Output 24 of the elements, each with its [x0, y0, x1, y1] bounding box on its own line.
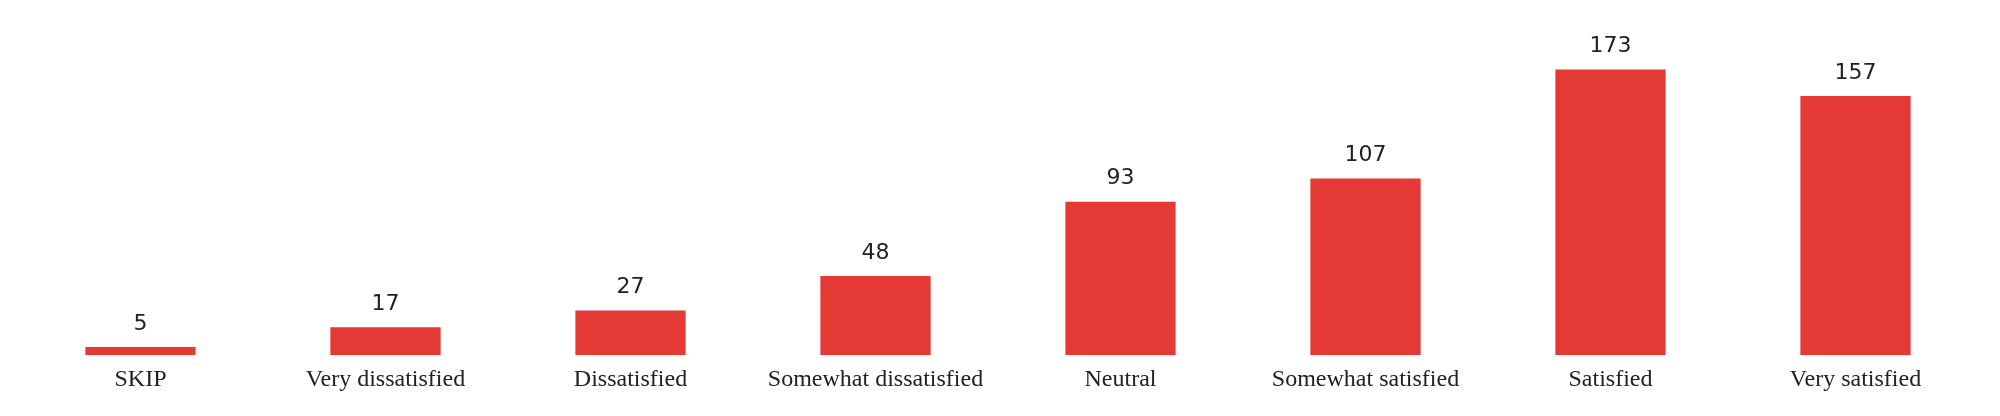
bar: [85, 346, 196, 356]
data-label: 27: [616, 273, 645, 299]
x-tick-label: Somewhat satisfied: [1271, 364, 1460, 391]
bar: [1800, 95, 1911, 356]
data-label: 93: [1106, 164, 1135, 190]
x-tick-label: SKIP: [114, 364, 167, 391]
bar: [330, 327, 441, 356]
data-label: 107: [1344, 141, 1387, 167]
data-label: 48: [861, 238, 890, 264]
data-label: 157: [1834, 58, 1877, 84]
bar: [820, 275, 931, 356]
x-tick-label: Satisfied: [1568, 364, 1653, 391]
bar: [1310, 178, 1421, 356]
x-tick-label: Very satisfied: [1789, 364, 1922, 391]
x-tick-label: Somewhat dissatisfied: [767, 364, 984, 391]
x-tick-label: Dissatisfied: [573, 364, 688, 391]
data-label: 17: [371, 289, 400, 315]
bar: [1065, 201, 1176, 356]
data-label: 5: [133, 309, 148, 335]
x-tick-label: Very dissatisfied: [305, 364, 466, 391]
x-tick-label: Neutral: [1084, 364, 1157, 391]
bar: [575, 310, 686, 356]
bar: [1555, 69, 1666, 356]
data-label: 173: [1589, 32, 1632, 58]
